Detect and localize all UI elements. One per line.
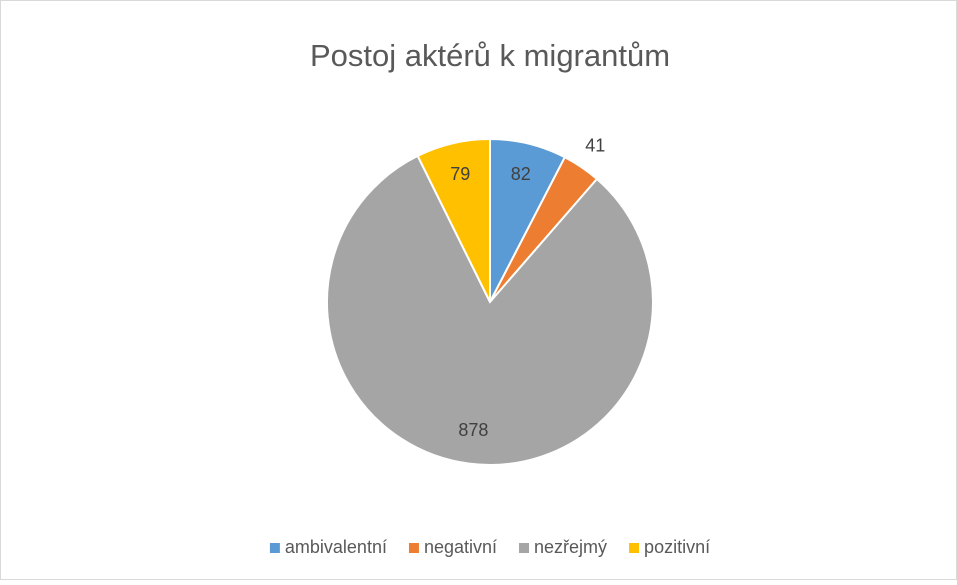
legend-label: negativní: [424, 537, 497, 557]
chart-title: Postoj aktérů k migrantům: [310, 38, 670, 73]
data-label: 41: [585, 136, 605, 156]
data-label: 878: [458, 420, 488, 440]
legend: ambivalentní negativní nezřejmý pozitivní: [269, 537, 710, 557]
legend-swatch: [629, 543, 640, 553]
legend-swatch: [269, 543, 280, 553]
data-label: 79: [450, 164, 470, 184]
pie-slice: [416, 137, 491, 303]
data-label: 82: [511, 164, 531, 184]
legend-label: ambivalentní: [285, 537, 387, 557]
legend-label: pozitivní: [644, 537, 710, 557]
legend-label: nezřejmý: [534, 537, 607, 557]
pie-slice: [326, 154, 654, 466]
legend-swatch: [408, 543, 419, 553]
legend-swatch: [519, 543, 530, 553]
